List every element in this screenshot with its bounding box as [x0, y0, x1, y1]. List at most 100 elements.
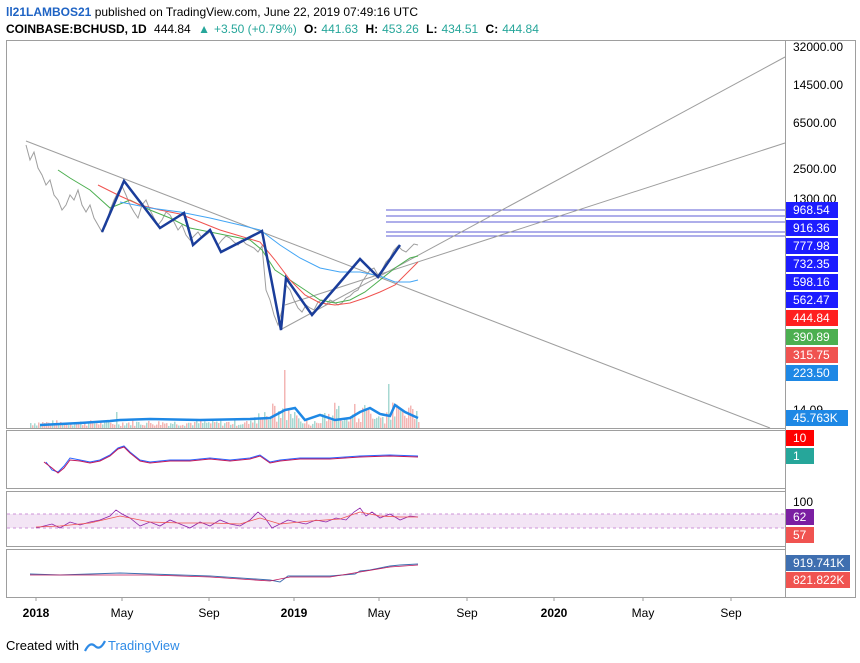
- volume-bar: [356, 422, 358, 428]
- rsi-band: [7, 514, 785, 528]
- volume-bar: [118, 424, 120, 428]
- main-pane[interactable]: [6, 40, 786, 429]
- volume-bar: [410, 405, 412, 428]
- volume-bar: [200, 420, 202, 428]
- volume-bar: [36, 425, 38, 428]
- volume-bar: [416, 410, 418, 428]
- price-tag-bg: [786, 329, 838, 345]
- price-tag-label: 777.98: [793, 239, 830, 253]
- symbol-name[interactable]: COINBASE:BCHUSD, 1D: [6, 22, 147, 36]
- volume-bar: [180, 425, 182, 428]
- volume-bar: [392, 402, 394, 428]
- volume-bar: [106, 420, 108, 428]
- price-tag: 598.16: [786, 274, 838, 290]
- volume-bar: [192, 425, 194, 428]
- volume-bar: [248, 423, 250, 428]
- low-label: L:: [426, 22, 438, 36]
- price-tag-label: 732.35: [793, 257, 830, 271]
- price-tag: 916.36: [786, 220, 838, 236]
- volume-bar: [334, 402, 336, 428]
- price-tag-bg: [786, 202, 838, 218]
- price-tag-bg: [786, 347, 838, 363]
- volume-bar: [384, 423, 386, 428]
- price-tag-label: 916.36: [793, 221, 830, 235]
- volume-bar: [338, 405, 340, 428]
- ma-blue: [119, 201, 419, 283]
- volume-bar: [266, 416, 268, 428]
- oscillator-line-red: [43, 446, 419, 474]
- volume-bar: [214, 422, 216, 428]
- price-tag-label: 223.50: [793, 366, 830, 380]
- volume-bar: [148, 420, 150, 428]
- rsi-ma: [35, 511, 418, 528]
- price-tag: 315.75: [786, 347, 838, 363]
- price-tag: 444.84: [786, 310, 838, 326]
- volume-bar: [170, 423, 172, 428]
- tradingview-link[interactable]: TradingView: [107, 638, 180, 653]
- volume-bar: [352, 414, 354, 428]
- volume-bar: [78, 422, 80, 428]
- volume-bar: [280, 417, 282, 428]
- volume-bar: [340, 420, 342, 428]
- obv-ma: [30, 564, 419, 582]
- time-label: Sep: [456, 606, 478, 620]
- pane-tag-label: 10: [793, 431, 807, 445]
- volume-bar: [110, 422, 112, 428]
- volume-bar: [138, 422, 140, 428]
- volume-bar: [158, 421, 160, 428]
- volume-bar: [188, 422, 190, 428]
- price-tag-label: 562.47: [793, 293, 830, 307]
- volume-bar: [134, 425, 136, 428]
- volume-bar: [212, 420, 214, 428]
- price-tag-label: 598.16: [793, 275, 830, 289]
- oscillator-line-blue: [45, 445, 419, 473]
- author-link[interactable]: ll21LAMBOS21: [6, 5, 92, 19]
- price-tick-label: 6500.00: [793, 116, 837, 130]
- volume-bar: [38, 422, 40, 428]
- price-line: [25, 144, 419, 327]
- volume-bar: [252, 422, 254, 428]
- volume-bar: [260, 418, 262, 428]
- volume-bar: [124, 425, 126, 428]
- volume-bar: [408, 407, 410, 428]
- volume-bar: [182, 424, 184, 428]
- volume-bar: [244, 422, 246, 428]
- volume-bar: [98, 424, 100, 428]
- time-label: 2020: [541, 606, 568, 620]
- volume-bar: [156, 424, 158, 428]
- pane-tag-label: 57: [793, 528, 807, 542]
- volume-bar: [258, 413, 260, 428]
- volume-bar: [304, 423, 306, 428]
- volume-bar: [312, 423, 314, 428]
- time-label: May: [368, 606, 391, 620]
- high-value: 453.26: [382, 22, 419, 36]
- volume-bar: [308, 424, 310, 428]
- volume-bars: [30, 370, 420, 428]
- volume-bar: [84, 423, 86, 428]
- volume-bar: [114, 424, 116, 428]
- volume-bar: [414, 419, 416, 428]
- volume-bar: [238, 424, 240, 428]
- volume-bar: [140, 424, 142, 428]
- volume-tag-label: 45.763K: [793, 411, 838, 425]
- ma-red: [97, 184, 419, 306]
- created-with-text: Created with: [6, 638, 79, 653]
- time-label: Sep: [198, 606, 220, 620]
- volume-bar: [396, 404, 398, 428]
- volume-bar: [196, 420, 198, 428]
- price-tag-label: 968.54: [793, 203, 830, 217]
- volume-bar: [176, 424, 178, 428]
- volume-bar: [278, 411, 280, 428]
- volume-bar: [112, 424, 114, 428]
- pane-tag: 62: [786, 509, 814, 525]
- obv-line: [29, 563, 419, 583]
- volume-bar: [268, 419, 270, 428]
- open-label: O:: [304, 22, 318, 36]
- volume-bar: [108, 421, 110, 428]
- volume-bar: [360, 421, 362, 428]
- volume-bar: [276, 421, 278, 428]
- volume-bar: [254, 417, 256, 428]
- oscillator-pane[interactable]: [6, 430, 786, 489]
